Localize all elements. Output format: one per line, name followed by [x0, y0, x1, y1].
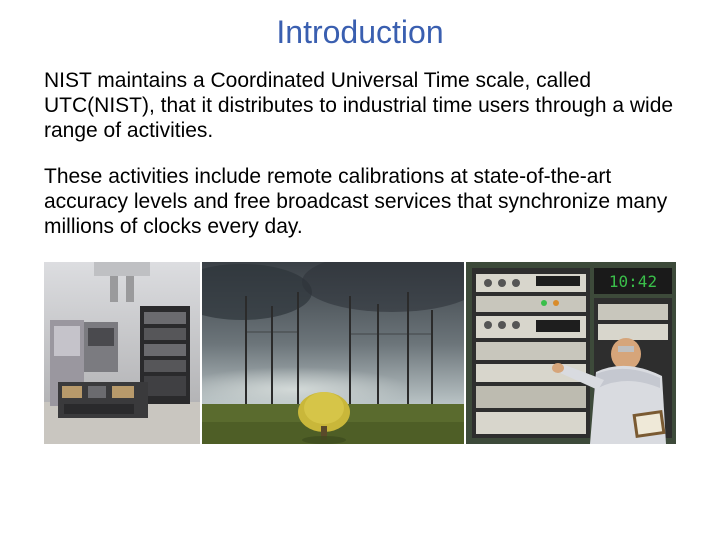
slide-title: Introduction: [44, 14, 676, 51]
antenna-field-photo: [202, 262, 464, 444]
intro-paragraph-1: NIST maintains a Coordinated Universal T…: [44, 69, 676, 143]
image-row: 10:42: [44, 262, 676, 444]
control-room-photo: 10:42: [466, 262, 676, 444]
lab-equipment-photo: [44, 262, 200, 444]
intro-paragraph-2: These activities include remote calibrat…: [44, 165, 676, 239]
clock-display: 10:42: [609, 272, 657, 291]
